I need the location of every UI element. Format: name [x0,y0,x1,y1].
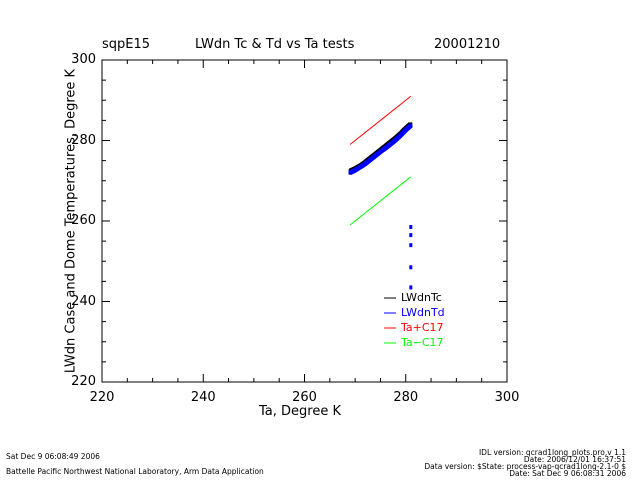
data-point [384,146,387,151]
x-tick-label: 260 [292,390,317,405]
series-group [348,95,413,290]
footer-credit: Battelle Pacific Northwest National Labo… [6,467,264,476]
data-point [373,153,377,158]
footer-data-version: Data version: $State: process-vap-qcrad1… [424,462,626,471]
data-point [409,233,413,238]
legend-label: LWdnTd [401,306,445,319]
series-LWdnTd [348,123,413,290]
x-tick-label: 300 [494,390,520,405]
y-tick-label: 260 [71,213,96,228]
data-point [404,128,408,133]
data-point [358,165,362,170]
x-tick-label: 240 [190,390,216,405]
plot-frame [101,59,508,383]
y-tick-label: 220 [71,374,96,389]
footer-timestamp: Sat Dec 9 06:08:49 2006 [6,452,100,461]
chart-title: LWdn Tc & Td vs Ta tests [195,37,355,52]
series-Ta+C17 [349,95,412,145]
chart-title-site: sqpE15 [102,37,151,52]
series-Ta−C17 [349,176,412,226]
data-point [363,161,367,166]
footer-data-date: Date: Sat Dec 9 06:08:31 2006 [509,469,626,478]
footer-idl-version: IDL version: qcrad1long_plots.pro,v 1.1 [478,448,626,457]
legend-label: Ta−C17 [401,336,444,349]
x-axis-label: Ta, Degree K [259,404,341,419]
data-point [409,265,413,270]
data-point [368,157,372,162]
legend-label: Ta+C17 [401,321,444,334]
data-point [399,133,403,138]
footer-idl-date: Date: 2006/12/01 16:37:51 [523,455,626,464]
x-tick-label: 220 [89,390,115,405]
series-line [349,95,412,145]
data-point [409,225,413,230]
legend-label: LWdnTc [401,291,442,304]
data-point [378,149,382,154]
data-point [409,243,413,248]
data-point [353,168,357,173]
data-point [409,123,413,128]
y-tick-label: 240 [71,293,96,309]
chart-title-date: 20001210 [434,37,501,52]
y-tick-label: 280 [71,132,96,148]
data-point [389,142,393,147]
axis-ticks [101,59,508,383]
y-tick-label: 300 [71,52,96,67]
series-line [349,176,412,226]
y-axis-label: LWdn Case and Dome Temperatures, Degree … [63,68,79,374]
data-point [348,170,352,175]
data-point [409,285,413,290]
data-point [394,138,398,143]
x-tick-label: 280 [393,390,419,405]
legend-lines [384,297,396,344]
